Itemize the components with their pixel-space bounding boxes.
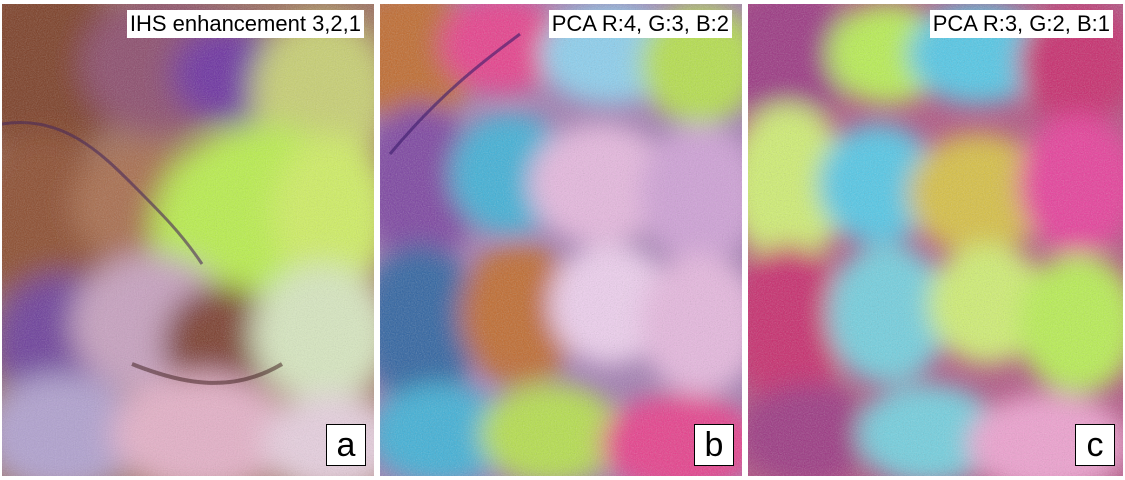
panel-caption: PCA R:4, G:3, B:2 [548, 10, 732, 38]
panel-letter-label: a [326, 424, 366, 466]
panel-caption: PCA R:3, G:2, B:1 [929, 10, 1113, 38]
satellite-image-pca-432 [380, 4, 742, 476]
panel-b: PCA R:4, G:3, B:2 b [380, 4, 742, 476]
panel-c: PCA R:3, G:2, B:1 c [748, 4, 1123, 476]
satellite-image-pca-321 [748, 4, 1123, 476]
panel-letter-label: c [1075, 424, 1115, 466]
panel-letter-label: b [694, 424, 734, 466]
satellite-image-ihs-enhancement [2, 4, 374, 476]
panel-caption: IHS enhancement 3,2,1 [126, 10, 364, 38]
panel-a: IHS enhancement 3,2,1 a [2, 4, 374, 476]
